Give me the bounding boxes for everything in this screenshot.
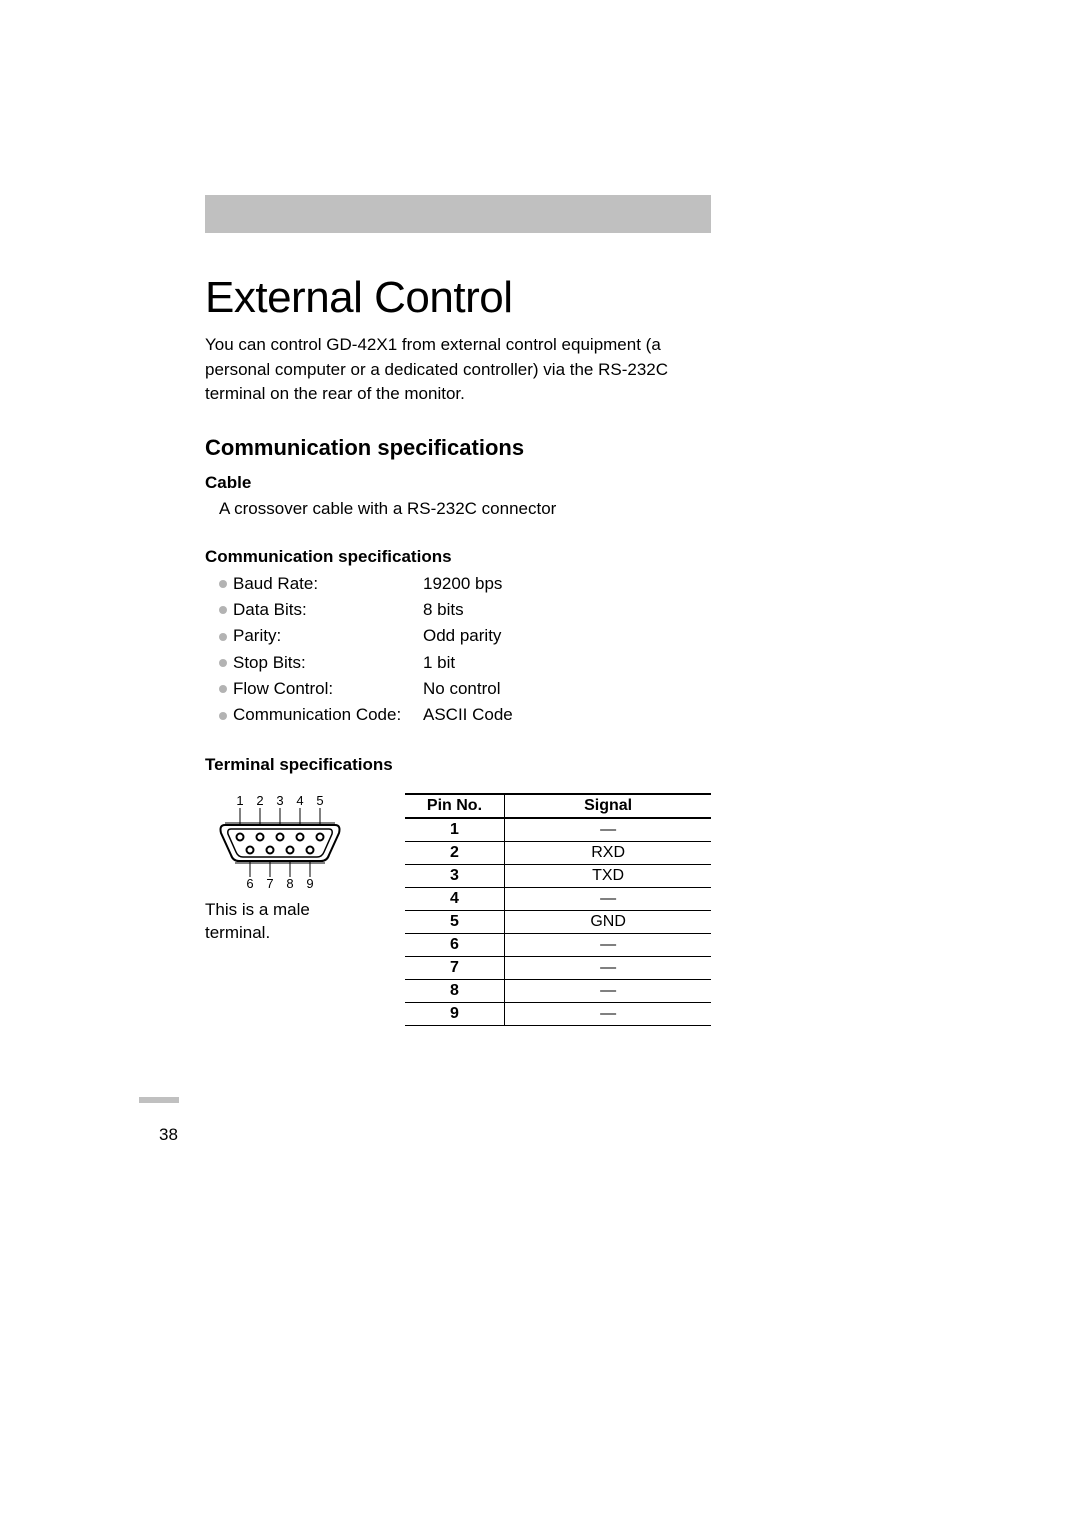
bullet-icon (219, 633, 227, 641)
bullet-icon (219, 606, 227, 614)
svg-text:8: 8 (286, 876, 293, 888)
spec-label: Baud Rate: (233, 571, 423, 597)
section-heading: Communication specifications (205, 435, 711, 461)
pin-signal: — (505, 979, 711, 1002)
table-row: 3TXD (405, 864, 711, 887)
pin-signal: TXD (505, 864, 711, 887)
table-row: 6— (405, 933, 711, 956)
pin-no: 1 (405, 818, 505, 842)
table-row: 5GND (405, 910, 711, 933)
db9-connector-icon: 1 2 3 4 5 (205, 793, 355, 888)
terminal-heading: Terminal specifications (205, 755, 711, 775)
svg-text:1: 1 (236, 793, 243, 808)
bullet-icon (219, 712, 227, 720)
spec-label: Communication Code: (233, 702, 423, 728)
bullet-icon (219, 580, 227, 588)
pin-no: 8 (405, 979, 505, 1002)
pin-no: 4 (405, 887, 505, 910)
intro-text: You can control GD-42X1 from external co… (205, 333, 711, 407)
spec-row: Flow Control:No control (219, 676, 711, 702)
spec-row: Communication Code:ASCII Code (219, 702, 711, 728)
table-row: 9— (405, 1002, 711, 1025)
spec-row: Stop Bits:1 bit (219, 650, 711, 676)
cable-text: A crossover cable with a RS-232C connect… (219, 497, 711, 521)
svg-text:9: 9 (306, 876, 313, 888)
pin-no: 2 (405, 841, 505, 864)
table-row: 8— (405, 979, 711, 1002)
commspec-heading: Communication specifications (205, 547, 711, 567)
pin-signal: — (505, 818, 711, 842)
spec-label: Flow Control: (233, 676, 423, 702)
svg-text:6: 6 (246, 876, 253, 888)
spec-row: Data Bits:8 bits (219, 597, 711, 623)
spec-row: Parity:Odd parity (219, 623, 711, 649)
pin-no: 7 (405, 956, 505, 979)
cable-heading: Cable (205, 473, 711, 493)
table-row: 7— (405, 956, 711, 979)
svg-text:5: 5 (316, 793, 323, 808)
pin-no: 3 (405, 864, 505, 887)
bullet-icon (219, 659, 227, 667)
spec-value: 1 bit (423, 650, 455, 676)
pin-header-signal: Signal (505, 794, 711, 818)
page-number: 38 (159, 1125, 178, 1145)
pin-header-no: Pin No. (405, 794, 505, 818)
header-bar (205, 195, 711, 233)
pin-signal: — (505, 887, 711, 910)
svg-text:3: 3 (276, 793, 283, 808)
svg-text:2: 2 (256, 793, 263, 808)
commspec-list: Baud Rate:19200 bpsData Bits:8 bitsParit… (219, 571, 711, 729)
spec-label: Parity: (233, 623, 423, 649)
table-row: 4— (405, 887, 711, 910)
pin-signal: GND (505, 910, 711, 933)
spec-value: ASCII Code (423, 702, 513, 728)
pin-signal: — (505, 956, 711, 979)
svg-text:7: 7 (266, 876, 273, 888)
spec-value: 8 bits (423, 597, 464, 623)
page-title: External Control (205, 273, 711, 323)
pin-signal: — (505, 933, 711, 956)
page-tab (139, 1097, 179, 1103)
svg-text:4: 4 (296, 793, 303, 808)
pin-table: Pin No. Signal 1—2RXD3TXD4—5GND6—7—8—9— (405, 793, 711, 1026)
table-row: 1— (405, 818, 711, 842)
bullet-icon (219, 685, 227, 693)
pin-signal: RXD (505, 841, 711, 864)
spec-value: Odd parity (423, 623, 501, 649)
pin-signal: — (505, 1002, 711, 1025)
diagram-caption: This is a male terminal. (205, 899, 365, 945)
spec-row: Baud Rate:19200 bps (219, 571, 711, 597)
pin-no: 6 (405, 933, 505, 956)
table-row: 2RXD (405, 841, 711, 864)
pin-no: 9 (405, 1002, 505, 1025)
spec-value: No control (423, 676, 500, 702)
spec-label: Data Bits: (233, 597, 423, 623)
pin-no: 5 (405, 910, 505, 933)
spec-value: 19200 bps (423, 571, 502, 597)
spec-label: Stop Bits: (233, 650, 423, 676)
